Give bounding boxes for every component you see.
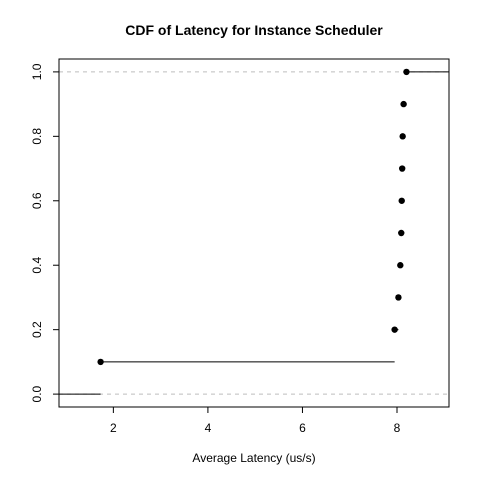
x-tick-label-4: 4	[205, 421, 212, 435]
data-point-2	[391, 326, 398, 333]
y-tick-label-0: 0.0	[30, 385, 44, 402]
y-tick-label-5: 1.0	[30, 63, 44, 80]
data-point-5	[398, 229, 405, 237]
x-axis-label: Average Latency (us/s)	[192, 451, 315, 465]
data-point-7	[399, 165, 406, 172]
x-tick-label-8: 8	[394, 421, 401, 435]
y-tick-label-2: 0.4	[30, 257, 44, 274]
plot-area	[59, 68, 449, 395]
y-tick-label-1: 0.2	[30, 321, 44, 338]
x-tick-label-2: 2	[110, 421, 117, 435]
data-point-8	[399, 133, 406, 140]
y-tick-label-4: 0.8	[30, 128, 44, 145]
data-point-3	[395, 294, 402, 301]
data-point-6	[398, 197, 405, 204]
plot-frame	[58, 58, 450, 408]
y-tick-label-3: 0.6	[30, 192, 44, 209]
data-point-9	[400, 100, 407, 108]
data-point-4	[397, 262, 404, 269]
chart-title: CDF of Latency for Instance Scheduler	[125, 22, 383, 38]
data-point-10	[403, 68, 410, 76]
x-tick-label-6: 6	[299, 421, 306, 435]
data-point-1	[97, 358, 104, 366]
